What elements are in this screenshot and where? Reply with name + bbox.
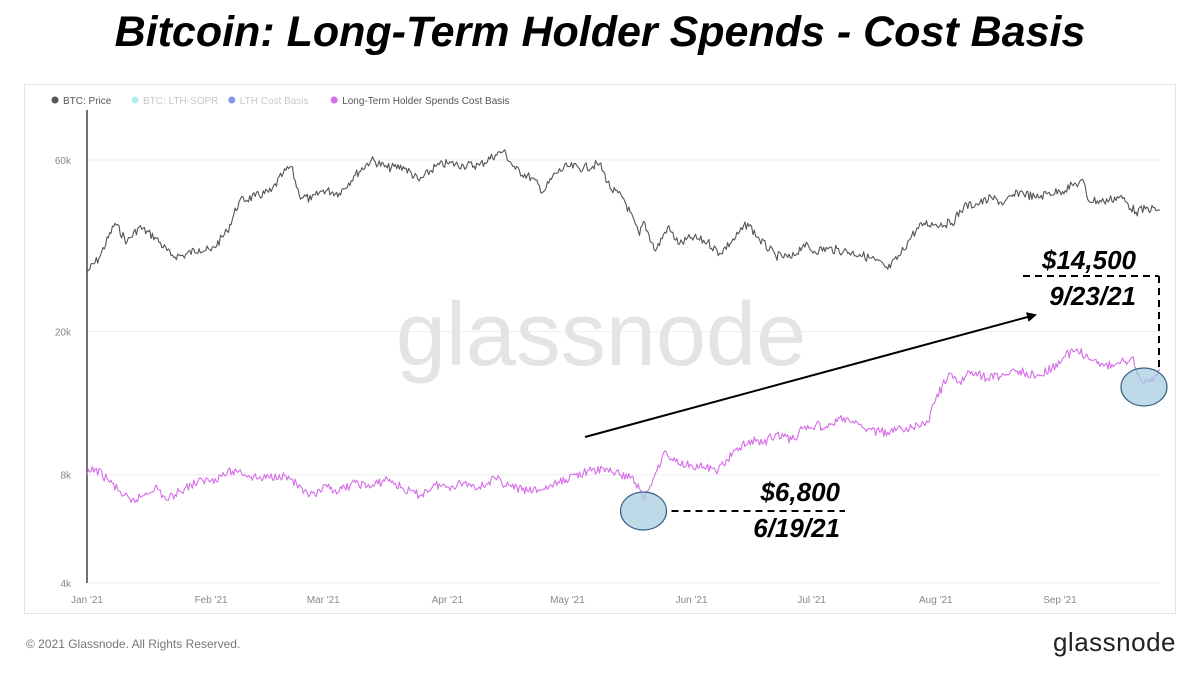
legend-item: BTC: LTH-SOPR [131, 96, 218, 107]
legend: BTC: Price BTC: LTH-SOPR LTH Cost Basis Lon… [51, 96, 510, 107]
x-tick-label: Apr '21 [432, 595, 464, 606]
x-tick-label: Feb '21 [195, 595, 228, 606]
chart-title: Bitcoin: Long-Term Holder Spends - Cost … [114, 8, 1086, 56]
y-tick-label: 8k [60, 471, 72, 482]
series-line [86, 347, 1161, 503]
series-lines [86, 149, 1161, 503]
legend-item: Long-Term Holder Spends Cost Basis [330, 96, 510, 107]
legend-swatch [131, 96, 139, 104]
trend-arrow [584, 312, 1037, 438]
y-axis: 4k 8k 20k 60k [55, 110, 88, 590]
legend-label: BTC: LTH-SOPR [143, 96, 218, 107]
x-tick-label: Sep '21 [1043, 595, 1077, 606]
annotation-value-september: $14,500 [1041, 245, 1137, 275]
annotation-value-june: $6,800 [759, 477, 840, 507]
y-tick-label: 20k [55, 328, 72, 339]
annotation-date-september: 9/23/21 [1049, 281, 1136, 311]
legend-swatch [330, 96, 338, 104]
chart-svg: glassnode BTC: Price BTC: LTH-SOPR LTH Cos… [51, 96, 1168, 606]
grid-lines [87, 159, 1160, 584]
legend-label: LTH Cost Basis [240, 96, 309, 107]
legend-label: Long-Term Holder Spends Cost Basis [342, 96, 509, 107]
footer-copyright: © 2021 Glassnode. All Rights Reserved. [26, 637, 241, 651]
legend-swatch [51, 96, 59, 104]
dip-circle-september [1120, 367, 1168, 407]
legend-label: BTC: Price [63, 96, 112, 107]
legend-item: BTC: Price [51, 96, 112, 107]
x-tick-label: Jul '21 [797, 595, 826, 606]
chart-panel: glassnode BTC: Price BTC: LTH-SOPR LTH Cos… [24, 84, 1176, 614]
watermark: glassnode [396, 285, 806, 385]
x-tick-label: Jun '21 [676, 595, 708, 606]
legend-item: LTH Cost Basis [228, 96, 309, 107]
x-tick-label: Aug '21 [919, 595, 953, 606]
dip-circle-june [619, 491, 668, 531]
x-axis: Jan '21 Feb '21 Mar '21 Apr '21 May '21 Jun '… [71, 595, 1077, 606]
x-tick-label: May '21 [550, 595, 585, 606]
legend-swatch [228, 96, 236, 104]
series-line [86, 149, 1161, 273]
annotation-date-june: 6/19/21 [753, 513, 840, 543]
x-tick-label: Jan '21 [71, 595, 103, 606]
y-tick-label: 60k [55, 156, 72, 167]
x-tick-label: Mar '21 [307, 595, 340, 606]
footer-logo: glassnode [1052, 627, 1176, 657]
annotations: $6,800 6/19/21 $14,500 9/23/21 [584, 245, 1168, 543]
y-tick-label: 4k [60, 579, 72, 590]
